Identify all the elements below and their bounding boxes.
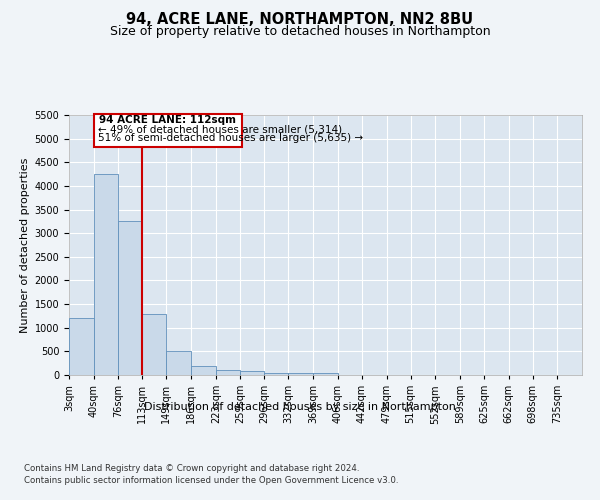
Bar <box>166 352 191 375</box>
Bar <box>289 373 313 375</box>
Bar <box>313 374 338 375</box>
Text: Contains public sector information licensed under the Open Government Licence v3: Contains public sector information licen… <box>24 476 398 485</box>
Bar <box>216 370 240 375</box>
Bar <box>142 314 166 375</box>
Bar <box>191 366 216 375</box>
Bar <box>118 222 142 375</box>
Text: Contains HM Land Registry data © Crown copyright and database right 2024.: Contains HM Land Registry data © Crown c… <box>24 464 359 473</box>
Y-axis label: Number of detached properties: Number of detached properties <box>20 158 31 332</box>
Bar <box>265 372 289 375</box>
Bar <box>69 318 94 375</box>
Bar <box>240 371 265 375</box>
Text: Size of property relative to detached houses in Northampton: Size of property relative to detached ho… <box>110 25 490 38</box>
Text: 51% of semi-detached houses are larger (5,635) →: 51% of semi-detached houses are larger (… <box>98 133 363 143</box>
Text: ← 49% of detached houses are smaller (5,314): ← 49% of detached houses are smaller (5,… <box>98 124 342 134</box>
FancyBboxPatch shape <box>94 114 242 147</box>
Text: Distribution of detached houses by size in Northampton: Distribution of detached houses by size … <box>144 402 456 412</box>
Text: 94, ACRE LANE, NORTHAMPTON, NN2 8BU: 94, ACRE LANE, NORTHAMPTON, NN2 8BU <box>127 12 473 28</box>
Text: 94 ACRE LANE: 112sqm: 94 ACRE LANE: 112sqm <box>99 116 236 126</box>
Bar <box>94 174 118 375</box>
